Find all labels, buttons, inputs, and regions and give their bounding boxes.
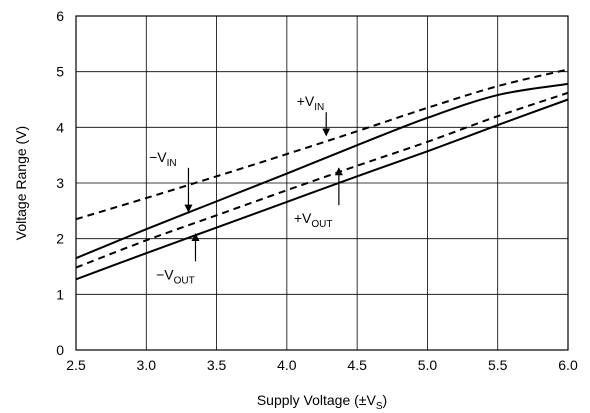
y-tick-label: 4 [56, 119, 64, 135]
y-tick-labels: 0 1 2 3 4 5 6 [56, 8, 64, 358]
series-line-vin-neg [75, 82, 569, 260]
y-tick-label: 0 [56, 342, 64, 358]
annotations: +VIN −VIN +VOUT −VOUT [149, 93, 343, 286]
y-axis-label: Voltage Range (V) [13, 126, 29, 240]
y-tick-label: 3 [56, 175, 64, 191]
x-tick-label: 4.5 [347, 357, 367, 373]
series-line-vout-pos [75, 91, 569, 269]
grid [75, 15, 569, 351]
y-tick-label: 5 [56, 64, 64, 80]
x-axis-label: Supply Voltage (±VS) [257, 392, 387, 412]
x-tick-label: 2.5 [66, 357, 86, 373]
series-line-vin-pos [75, 68, 569, 221]
annotation-label: −VIN [149, 149, 177, 169]
x-tick-label: 5.5 [488, 357, 508, 373]
x-tick-label: 5.0 [418, 357, 438, 373]
x-tick-label: 3.5 [207, 357, 227, 373]
x-tick-label: 3.0 [137, 357, 157, 373]
y-tick-label: 2 [56, 231, 64, 247]
plot-frame [75, 15, 569, 351]
x-tick-label: 4.0 [277, 357, 297, 373]
annotation-label: +VOUT [294, 210, 333, 230]
x-tick-label: 6.0 [558, 357, 578, 373]
y-tick-label: 1 [56, 286, 64, 302]
series-group [75, 68, 569, 281]
x-tick-labels: 2.5 3.0 3.5 4.0 4.5 5.0 5.5 6.0 [66, 357, 578, 373]
y-tick-label: 6 [56, 8, 64, 24]
annotation-label: −VOUT [156, 266, 195, 286]
annotation-label: +VIN [297, 93, 325, 113]
series-line-vout-neg [75, 98, 569, 281]
